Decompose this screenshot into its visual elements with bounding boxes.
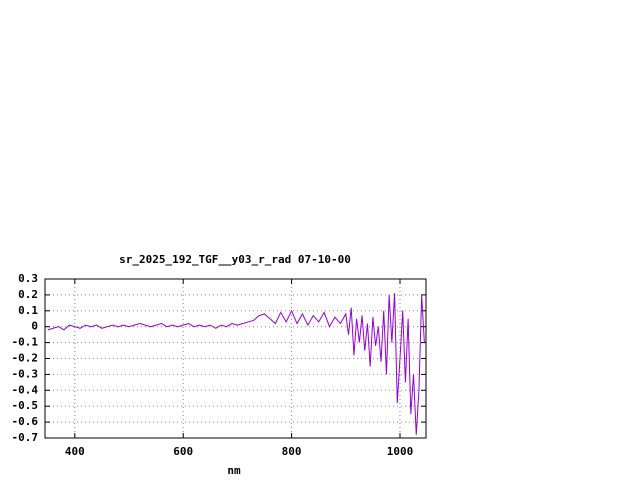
x-tick-label: 800 [282,445,302,458]
x-axis-label: nm [227,464,241,477]
x-tick-label: 1000 [387,445,414,458]
y-tick-label: -0.4 [12,383,39,396]
y-tick-label: -0.3 [12,367,39,380]
chart-title: sr_2025_192_TGF__y03_r_rad 07-10-00 [119,253,351,266]
y-tick-label: -0.5 [12,399,39,412]
plot-border [44,278,427,439]
y-tick-label: -0.1 [12,336,39,349]
y-tick-label: -0.7 [12,431,39,444]
data-line [47,293,425,435]
y-tick-label: 0 [31,320,38,333]
y-tick-label: -0.6 [12,415,39,428]
y-tick-label: -0.2 [12,352,39,365]
y-tick-label: 0.3 [18,272,38,285]
y-tick-label: 0.2 [18,288,38,301]
x-tick-label: 600 [173,445,193,458]
y-tick-label: 0.1 [18,304,38,317]
x-tick-label: 400 [65,445,85,458]
